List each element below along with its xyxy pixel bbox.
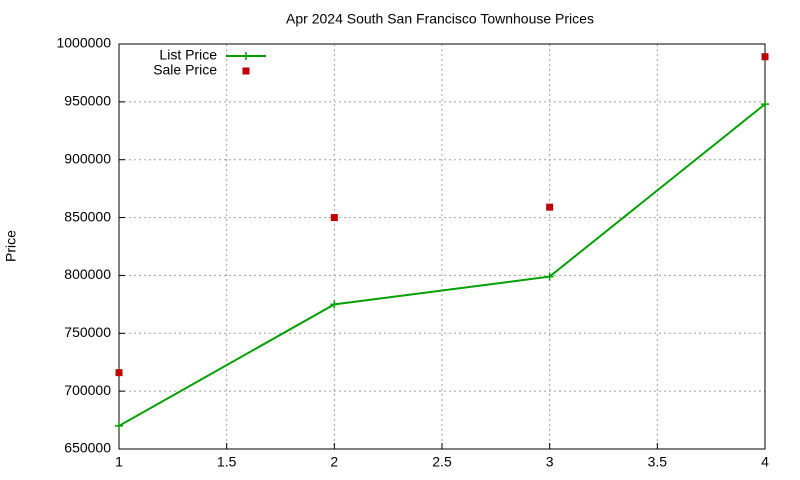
x-tick-label: 1: [115, 454, 123, 470]
x-tick-label: 3: [546, 454, 554, 470]
data-point: [761, 100, 769, 109]
legend-label: Sale Price: [153, 62, 217, 78]
series-line: [118, 103, 766, 427]
legend-marker: [242, 52, 250, 60]
y-tick-label: 800000: [64, 266, 111, 282]
y-tick-label: 700000: [64, 382, 111, 398]
data-point: [330, 214, 338, 222]
y-tick-label: 850000: [64, 208, 111, 224]
x-tick-label: 4: [761, 454, 769, 470]
x-tick-label: 3.5: [648, 454, 668, 470]
y-axis-label: Price: [3, 230, 19, 262]
data-point: [330, 300, 339, 309]
y-tick-label: 900000: [64, 150, 111, 166]
y-tick-label: 750000: [64, 324, 111, 340]
data-point: [545, 272, 554, 281]
x-tick-label: 2: [330, 454, 338, 470]
y-tick-label: 950000: [64, 93, 111, 109]
data-point: [115, 421, 123, 430]
legend-label: List Price: [159, 47, 217, 63]
data-point: [761, 53, 769, 61]
chart-title: Apr 2024 South San Francisco Townhouse P…: [286, 11, 594, 27]
data-point: [546, 203, 554, 211]
data-point: [115, 369, 123, 377]
legend-marker: [242, 67, 250, 75]
x-tick-label: 1.5: [217, 454, 237, 470]
plot-frame: [118, 43, 766, 450]
x-tick-label: 2.5: [432, 454, 452, 470]
y-tick-label: 1000000: [56, 35, 111, 51]
y-tick-label: 650000: [64, 440, 111, 456]
